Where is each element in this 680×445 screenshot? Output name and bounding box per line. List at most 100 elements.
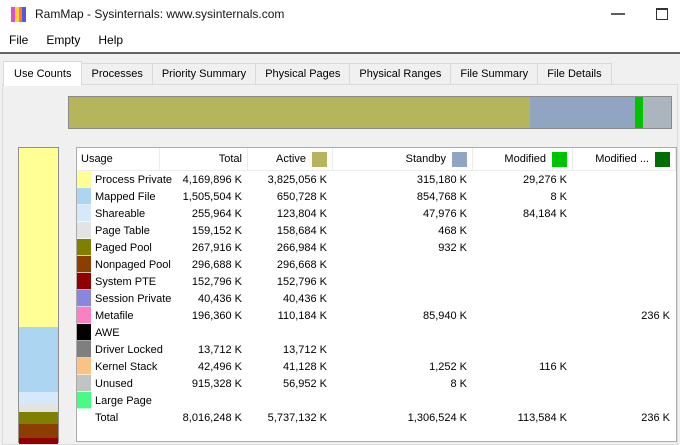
standby-value: 8 K [450, 377, 467, 390]
total-value: 4,169,896 K [182, 173, 242, 186]
total-value: 296,688 K [191, 258, 242, 271]
total-value: 8,016,248 K [182, 411, 242, 424]
standby-legend-swatch [452, 151, 467, 167]
column-header-total[interactable]: Total [160, 148, 248, 170]
table-row[interactable]: Session Private 40,436 K 40,436 K [77, 290, 676, 307]
tab-priority-summary[interactable]: Priority Summary [151, 63, 257, 85]
column-header-standby[interactable]: Standby [333, 148, 473, 170]
column-header-label: Total [218, 153, 242, 165]
table-row[interactable]: Metafile 196,360 K 110,184 K 85,940 K 236 K [77, 307, 676, 324]
use-counts-table: Usage Total Active Standby Modified Modified … [76, 147, 677, 442]
active-legend-swatch [312, 151, 327, 167]
total-value: 267,916 K [191, 241, 242, 254]
usage-bar-segment-modified [634, 97, 643, 128]
total-value: 196,360 K [191, 309, 242, 322]
maximize-button[interactable] [645, 0, 679, 28]
standby-value: 315,180 K [416, 173, 467, 186]
usage-name: Mapped File [95, 190, 156, 203]
menu-help[interactable]: Help [98, 33, 124, 47]
standby-value: 1,252 K [429, 360, 467, 373]
active-value: 13,712 K [282, 343, 327, 356]
active-value: 5,737,132 K [267, 411, 327, 424]
process-private-swatch [77, 171, 91, 188]
table-row[interactable]: System PTE 152,796 K 152,796 K [77, 273, 676, 290]
modified-value: 29,276 K [522, 173, 567, 186]
usage-name: Unused [95, 377, 133, 390]
table-row[interactable]: Mapped File 1,505,504 K 650,728 K 854,768 K… [77, 188, 676, 205]
table-row[interactable]: Kernel Stack 42,496 K 41,128 K 1,252 K 116 K [77, 358, 676, 375]
usage-name: AWE [95, 326, 120, 339]
column-header-modified[interactable]: Modified [473, 148, 573, 170]
usage-name: Large Page [95, 394, 152, 407]
active-value: 56,952 K [282, 377, 327, 390]
minimize-button[interactable] [601, 0, 635, 28]
title-bar: RamMap - Sysinternals: www.sysinternals.… [0, 0, 680, 28]
shareable-swatch [77, 205, 91, 222]
active-value: 3,825,056 K [267, 173, 327, 186]
table-row[interactable]: Page Table 159,152 K 158,684 K 468 K [77, 222, 676, 239]
modified-legend-swatch [552, 151, 567, 167]
tab-use-counts[interactable]: Use Counts [3, 61, 83, 86]
column-header-label: Standby [405, 153, 446, 165]
minimize-icon [611, 13, 625, 15]
tab-physical-ranges[interactable]: Physical Ranges [349, 63, 452, 85]
tab-file-details[interactable]: File Details [537, 63, 612, 85]
menu-file[interactable]: File [9, 33, 29, 47]
column-header-active[interactable]: Active [248, 148, 333, 170]
usage-name: Process Private [95, 173, 173, 186]
column-header-usage[interactable]: Usage [77, 148, 160, 170]
window-title: RamMap - Sysinternals: www.sysinternals.… [35, 7, 285, 21]
app-icon-stripe-0 [11, 6, 15, 22]
app-icon-stripe-2 [18, 6, 23, 22]
table-row[interactable]: Shareable 255,964 K 123,804 K 47,976 K 84,18… [77, 205, 676, 222]
total-value: 915,328 K [191, 377, 242, 390]
column-header-label: Modified ... [595, 153, 649, 165]
standby-value: 1,306,524 K [407, 411, 467, 424]
standby-value: 468 K [438, 224, 467, 237]
table-header-row: Usage Total Active Standby Modified Modified … [77, 148, 676, 171]
tab-processes[interactable]: Processes [81, 63, 153, 85]
tab-physical-pages[interactable]: Physical Pages [255, 63, 351, 85]
total-value: 255,964 K [191, 207, 242, 220]
usage-name: Page Table [95, 224, 150, 237]
total-value: 13,712 K [197, 343, 242, 356]
usage-bar-segment-free [642, 97, 671, 128]
usage-name: Driver Locked [95, 343, 163, 356]
modified_nw-value: 236 K [641, 309, 670, 322]
table-row[interactable]: Driver Locked 13,712 K 13,712 K [77, 341, 676, 358]
menu-empty[interactable]: Empty [46, 33, 81, 47]
table-row[interactable]: Process Private 4,169,896 K 3,825,056 K 315… [77, 171, 676, 188]
vertical-bar-segment-mapped-file [19, 327, 58, 392]
system-pte-swatch [77, 273, 91, 290]
memory-usage-vertical-bar [18, 147, 59, 444]
total-value: 40,436 K [197, 292, 242, 305]
usage-name: Nonpaged Pool [95, 258, 171, 271]
metafile-swatch [77, 307, 91, 324]
table-row[interactable]: Large Page [77, 392, 676, 409]
large-page-swatch [77, 392, 91, 409]
table-row-total[interactable]: Total 8,016,248 K 5,737,132 K 1,306,524 K 11… [77, 409, 676, 426]
modified-value: 113,584 K [517, 411, 567, 424]
modified-value: 84,184 K [522, 207, 567, 220]
vertical-bar-segment-nonpaged-pool [19, 424, 58, 438]
active-value: 296,668 K [276, 258, 327, 271]
usage-bar-segment-active [69, 97, 530, 128]
rammap-app-icon [11, 6, 26, 22]
vertical-bar-segment-paged-pool [19, 412, 58, 424]
table-row[interactable]: Paged Pool 267,916 K 266,984 K 932 K [77, 239, 676, 256]
table-row[interactable]: AWE [77, 324, 676, 341]
app-icon-stripe-1 [14, 6, 19, 22]
usage-bar-segment-standby [529, 97, 635, 128]
modified-value: 8 K [550, 190, 567, 203]
column-header-modified[interactable]: Modified ... [573, 148, 676, 170]
usage-name: Metafile [95, 309, 134, 322]
vertical-bar-segment-shareable [19, 392, 58, 404]
maximize-icon [656, 8, 668, 20]
table-row[interactable]: Unused 915,328 K 56,952 K 8 K [77, 375, 676, 392]
tab-file-summary[interactable]: File Summary [450, 63, 539, 85]
tab-strip: Use Counts Processes Priority Summary Physi… [3, 61, 680, 86]
table-row[interactable]: Nonpaged Pool 296,688 K 296,668 K [77, 256, 676, 273]
modified_nw-value: 236 K [641, 411, 670, 424]
mapped-file-swatch [77, 188, 91, 205]
column-header-label: Modified [504, 153, 546, 165]
